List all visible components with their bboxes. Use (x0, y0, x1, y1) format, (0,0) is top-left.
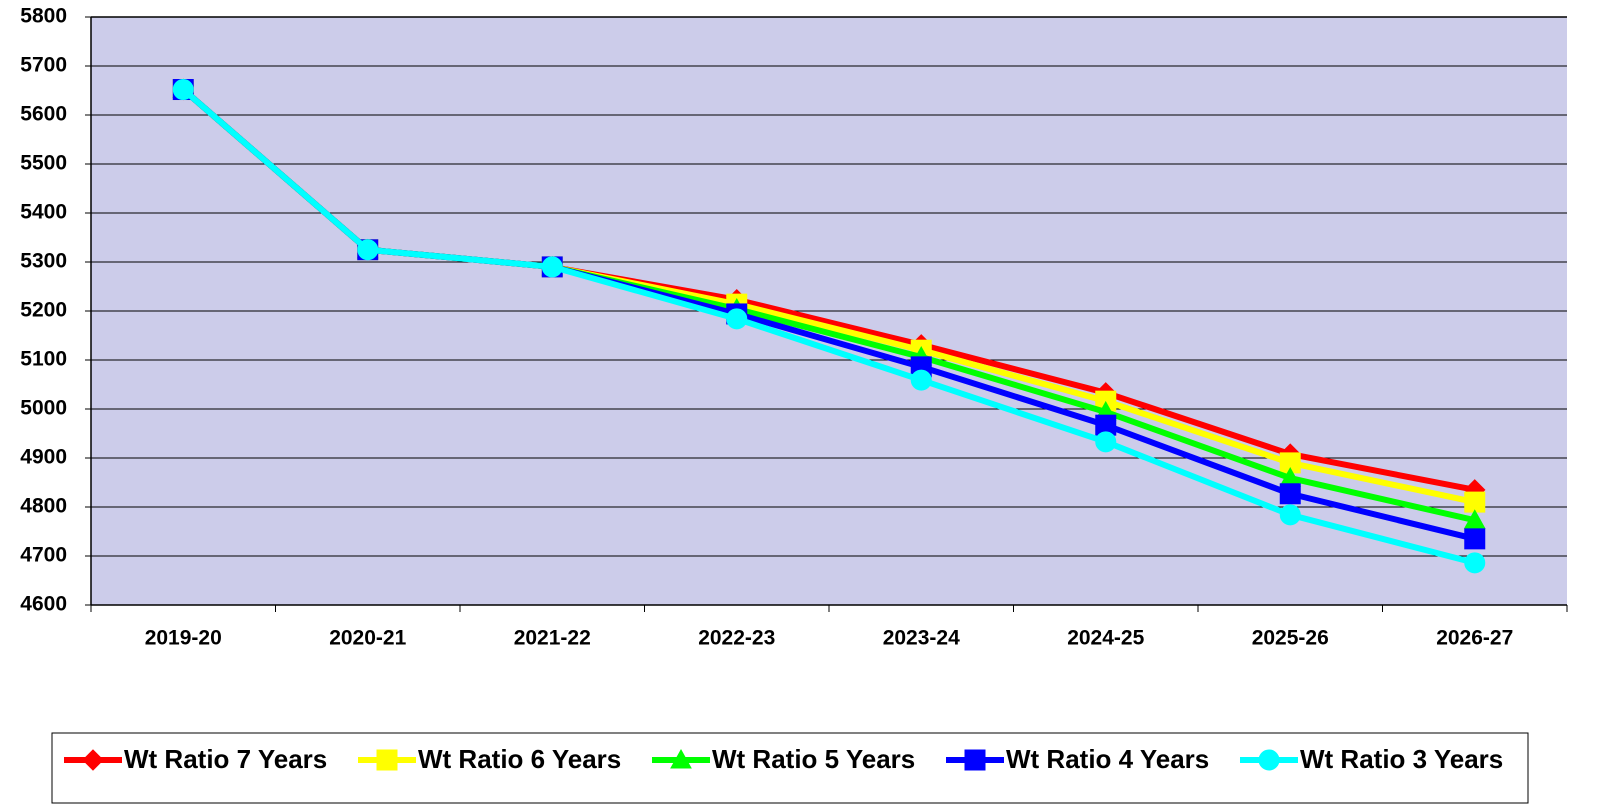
y-tick-label: 4600 (20, 593, 67, 616)
marker (1464, 491, 1486, 513)
x-tick-label: 2024-25 (1067, 627, 1144, 650)
marker (1095, 431, 1117, 453)
marker (1258, 749, 1280, 771)
marker (910, 369, 932, 391)
marker (1279, 483, 1301, 505)
y-tick-label: 4800 (20, 495, 67, 518)
y-tick-label: 5700 (20, 54, 67, 77)
legend-box (51, 732, 1529, 804)
marker (172, 79, 194, 101)
x-tick-label: 2022-23 (698, 627, 775, 650)
marker (964, 749, 986, 771)
y-tick-label: 5300 (20, 250, 67, 273)
y-tick-label: 4900 (20, 446, 67, 469)
y-tick-label: 5000 (20, 397, 67, 420)
y-tick-label: 5500 (20, 152, 67, 175)
marker (670, 748, 692, 769)
y-tick-label: 5200 (20, 299, 67, 322)
marker (376, 749, 398, 771)
legend-label: Wt Ratio 3 Years (1300, 744, 1503, 774)
x-tick-label: 2019-20 (145, 627, 222, 650)
y-tick-label: 5600 (20, 103, 67, 126)
x-tick-label: 2020-21 (329, 627, 406, 650)
marker (82, 749, 104, 771)
y-tick-label: 5400 (20, 201, 67, 224)
x-tick-label: 2026-27 (1436, 627, 1513, 650)
marker (1463, 509, 1486, 529)
marker (726, 308, 748, 330)
marker (1279, 504, 1301, 526)
legend-label: Wt Ratio 7 Years (124, 744, 327, 774)
legend-label: Wt Ratio 4 Years (1006, 744, 1209, 774)
series-line (181, 87, 1476, 566)
marker (541, 256, 563, 278)
y-tick-label: 4700 (20, 544, 67, 567)
x-tick-label: 2025-26 (1252, 627, 1329, 650)
marker (1464, 552, 1486, 574)
y-tick-label: 5800 (20, 5, 67, 28)
y-tick-label: 5100 (20, 348, 67, 371)
legend-label: Wt Ratio 6 Years (418, 744, 621, 774)
x-tick-label: 2021-22 (514, 627, 591, 650)
legend-label: Wt Ratio 5 Years (712, 744, 915, 774)
marker (357, 239, 379, 261)
marker (1464, 528, 1486, 550)
x-tick-label: 2023-24 (883, 627, 960, 650)
